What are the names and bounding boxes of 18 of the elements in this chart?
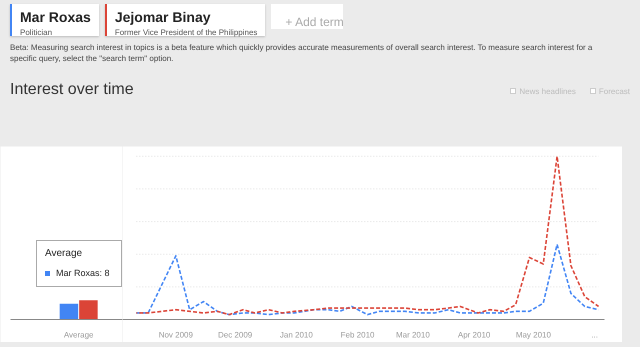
x-tick-label: Dec 2009: [218, 330, 253, 340]
x-tick-label: ...: [591, 330, 598, 340]
legend-label: Mar Roxas: [20, 8, 91, 27]
x-tick-label: May 2010: [516, 330, 552, 340]
chart-title: Interest over time: [10, 80, 134, 100]
text: Mar Roxas: 8: [55, 267, 111, 280]
text: Average: [45, 247, 84, 261]
x-tick-label: Average: [64, 330, 94, 340]
x-tick-label: Apr 2010: [458, 330, 491, 340]
x-tick-label: Jan 2010: [280, 330, 314, 340]
text: Politician: [20, 27, 54, 38]
text: + Add term: [271, 4, 344, 29]
text: Former Vice President of the Philippines: [114, 27, 258, 38]
text: Beta: Measuring search interest in topics is a beta feature which quickly provides accurate measurements of overall search interest. To measure search interest for a specific query, select the "search term" option.: [10, 42, 594, 65]
x-tick-label: Nov 2009: [158, 330, 194, 340]
legend-label: Jejomar Binay: [114, 8, 212, 27]
x-tick-label: Feb 2010: [340, 330, 376, 340]
x-tick-label: Mar 2010: [396, 330, 430, 340]
